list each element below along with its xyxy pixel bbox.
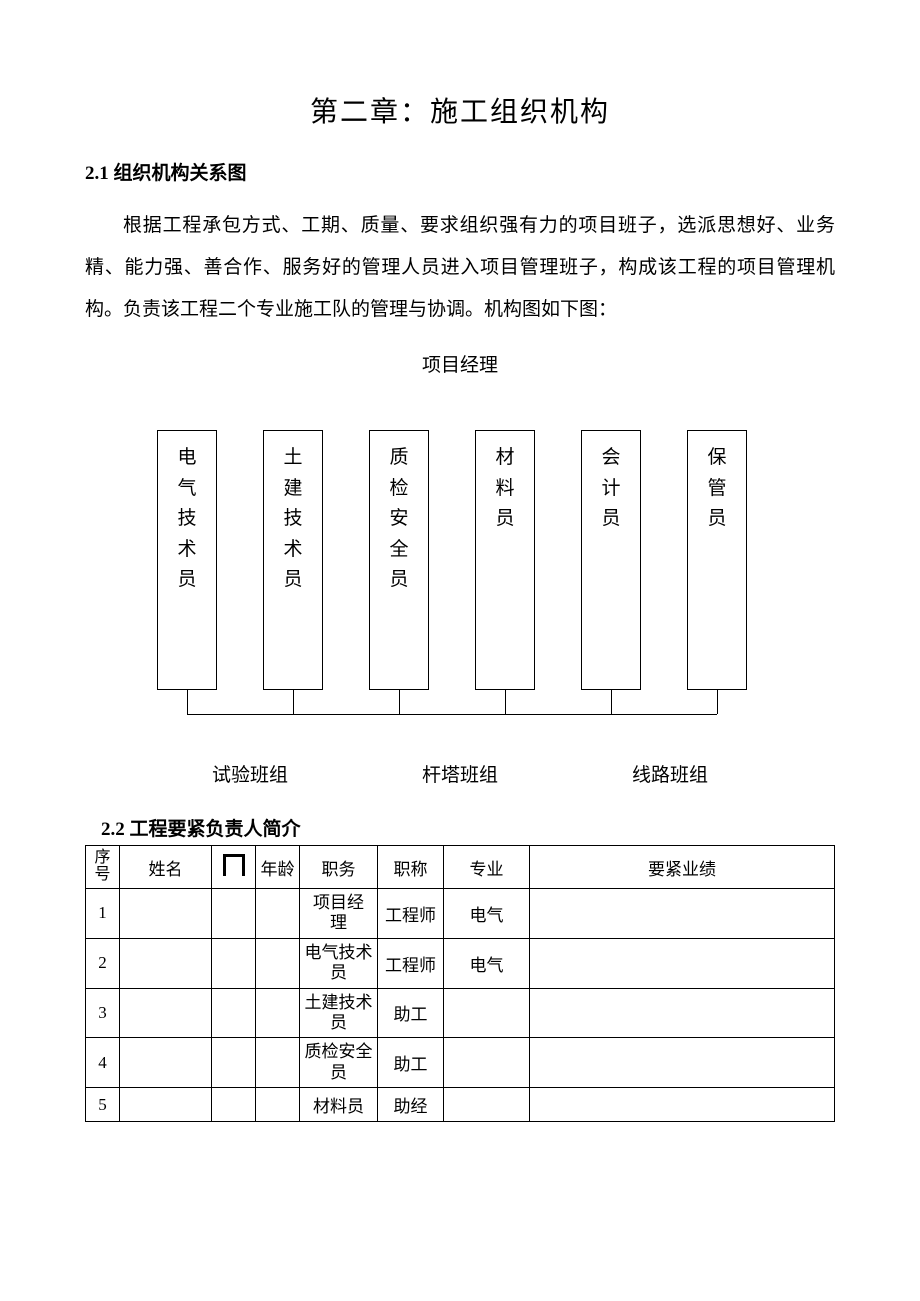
col-blank: [212, 846, 256, 889]
col-age: 年龄: [256, 846, 300, 889]
cell-major: 电气: [444, 938, 530, 988]
org-node-electrical-tech: 电气技术员: [157, 430, 217, 690]
col-achievement: 要紧业绩: [530, 846, 835, 889]
section-2-2-number: 2.2: [101, 819, 125, 840]
cell-ach: [530, 988, 835, 1038]
cell-ach: [530, 938, 835, 988]
cell-blank: [212, 938, 256, 988]
cell-duty: 项目经理: [300, 888, 378, 938]
org-connector: [611, 690, 612, 714]
table-row: 2 电气技术员工程师电气: [86, 938, 835, 988]
org-team-line: 线路班组: [632, 760, 708, 787]
table-body: 1 项目经理工程师电气 2 电气技术员工程师电气 3 土建技术员助工 4 质检安全员助工 5 材料…: [86, 888, 835, 1121]
cell-ach: [530, 1038, 835, 1088]
table-row: 1 项目经理工程师电气: [86, 888, 835, 938]
redacted-icon: [223, 854, 245, 876]
cell-seq: 1: [86, 888, 120, 938]
cell-seq: 5: [86, 1088, 120, 1122]
col-title: 职称: [378, 846, 444, 889]
table-header-row: 序号 姓名 年龄 职务 职称 专业 要紧业绩: [86, 846, 835, 889]
col-major: 专业: [444, 846, 530, 889]
cell-title: 助经: [378, 1088, 444, 1122]
cell-major: [444, 1088, 530, 1122]
cell-age: [256, 888, 300, 938]
table-row: 4 质检安全员助工: [86, 1038, 835, 1088]
cell-age: [256, 988, 300, 1038]
cell-major: [444, 988, 530, 1038]
personnel-table: 序号 姓名 年龄 职务 职称 专业 要紧业绩 1 项目经理工程师电气 2 电气技术员工…: [85, 845, 835, 1122]
cell-duty: 电气技术员: [300, 938, 378, 988]
cell-seq: 3: [86, 988, 120, 1038]
section-2-1-title: 组织机构关系图: [114, 163, 247, 184]
chapter-title: 第二章：施工组织机构: [85, 90, 835, 130]
cell-ach: [530, 1088, 835, 1122]
col-seq: 序号: [86, 846, 120, 889]
cell-name: [120, 988, 212, 1038]
org-connector: [505, 690, 506, 714]
col-name: 姓名: [120, 846, 212, 889]
org-node-qc-safety: 质检安全员: [369, 430, 429, 690]
cell-age: [256, 1088, 300, 1122]
cell-title: 助工: [378, 1038, 444, 1088]
section-2-1-heading: 2.1 组织机构关系图: [85, 158, 835, 185]
cell-name: [120, 1038, 212, 1088]
cell-blank: [212, 1038, 256, 1088]
cell-title: 助工: [378, 988, 444, 1038]
cell-name: [120, 1088, 212, 1122]
org-team-row: 试验班组 杆塔班组 线路班组: [85, 760, 835, 787]
table-row: 5 材料员助经: [86, 1088, 835, 1122]
cell-blank: [212, 1088, 256, 1122]
org-node-accountant: 会计员: [581, 430, 641, 690]
org-connector: [399, 690, 400, 714]
org-team-test: 试验班组: [212, 760, 288, 787]
table-row: 3 土建技术员助工: [86, 988, 835, 1038]
org-connector: [717, 690, 718, 714]
cell-title: 工程师: [378, 938, 444, 988]
cell-duty: 质检安全员: [300, 1038, 378, 1088]
cell-blank: [212, 988, 256, 1038]
org-connector: [187, 690, 188, 714]
section-2-1-paragraph: 根据工程承包方式、工期、质量、要求组织强有力的项目班子，选派思想好、业务精、能力…: [85, 205, 835, 330]
cell-ach: [530, 888, 835, 938]
section-2-1-number: 2.1: [85, 163, 109, 184]
cell-duty: 土建技术员: [300, 988, 378, 1038]
org-chart: 项目经理 电气技术员 土建技术员 质检安全员 材料员 会计员 保管员 试验班组 …: [85, 350, 835, 790]
org-node-civil-tech: 土建技术员: [263, 430, 323, 690]
org-connector-horizontal: [187, 714, 717, 715]
cell-seq: 4: [86, 1038, 120, 1088]
cell-name: [120, 938, 212, 988]
section-2-2-title: 工程要紧负责人简介: [130, 819, 301, 840]
cell-name: [120, 888, 212, 938]
cell-title: 工程师: [378, 888, 444, 938]
col-duty: 职务: [300, 846, 378, 889]
section-2-2-heading: 2.2 工程要紧负责人简介: [101, 814, 835, 841]
cell-major: [444, 1038, 530, 1088]
org-root-label: 项目经理: [85, 350, 835, 377]
org-team-pole: 杆塔班组: [422, 760, 498, 787]
org-node-material: 材料员: [475, 430, 535, 690]
cell-seq: 2: [86, 938, 120, 988]
cell-age: [256, 938, 300, 988]
cell-blank: [212, 888, 256, 938]
org-connector: [293, 690, 294, 714]
cell-major: 电气: [444, 888, 530, 938]
cell-age: [256, 1038, 300, 1088]
org-node-storekeeper: 保管员: [687, 430, 747, 690]
cell-duty: 材料员: [300, 1088, 378, 1122]
